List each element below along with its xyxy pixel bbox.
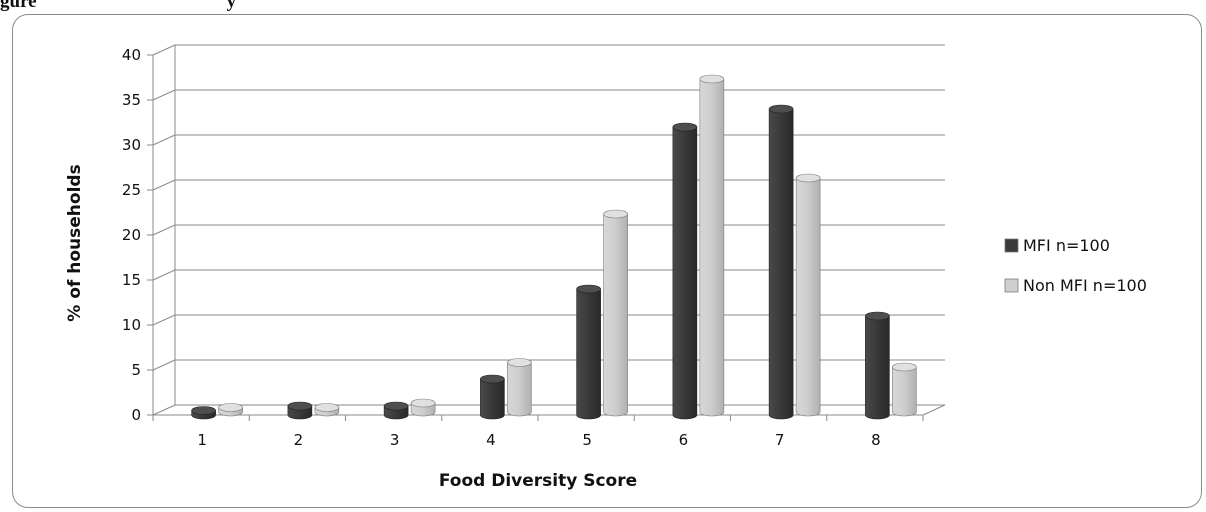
gridline-side [152,89,176,101]
bar-top [383,401,409,411]
axes [147,54,924,421]
gridline-side [152,179,176,191]
x-tick-label: 2 [294,431,304,449]
bar-top [218,403,243,412]
y-tick-label: 15 [122,271,141,289]
bar-top [287,401,313,411]
bar-top [603,209,628,219]
bar-non-mfi [507,358,532,417]
legend-swatch [1004,238,1019,253]
x-tick-label: 4 [486,431,496,449]
y-tick-labels: 0 5 10 15 20 25 30 35 40 [122,46,141,424]
bar-body [699,78,725,417]
x-tick-labels: 1 2 3 4 5 6 7 8 [197,431,880,449]
bar-top [768,104,794,114]
bar-body [480,378,505,420]
floor-edge [922,404,946,416]
x-tick-label: 3 [390,431,400,449]
gridline-side [152,269,176,281]
y-tick-label: 35 [122,91,141,109]
bar-body [768,108,794,420]
bar-mfi [191,406,216,420]
bar-non-mfi [603,209,628,417]
bar-top [507,358,532,367]
bar-mfi [865,311,890,420]
x-tick-label: 6 [679,431,689,449]
legend-label: MFI n=100 [1023,236,1110,255]
bar-non-mfi [795,173,821,417]
bar-mfi [672,122,698,420]
bar-body [892,366,917,417]
y-tick-label: 30 [122,136,141,154]
bar-top [672,122,698,132]
y-tick-label: 0 [131,406,141,424]
bar-mfi [768,104,794,420]
y-tick-label: 5 [131,361,141,379]
legend-label: Non MFI n=100 [1023,276,1147,295]
gridline-side [152,44,176,56]
gridline-side [152,224,176,236]
bar-non-mfi [314,403,340,417]
gridline-side [152,359,176,371]
bar-top [892,362,917,372]
x-tick-label: 8 [871,431,881,449]
bar-body [672,126,698,420]
x-tick-label: 7 [775,431,785,449]
x-tick-label: 1 [197,431,207,449]
bar-body [603,213,628,417]
bar-top [865,311,890,321]
gridline-side [152,404,176,416]
bar-body [507,362,532,417]
bar-non-mfi [699,74,725,417]
bar-mfi [383,401,409,420]
bar-mfi [287,401,313,420]
bars [191,74,917,420]
bar-top [314,403,340,412]
bar-body [576,288,601,420]
y-axis-title: % of households [65,164,85,321]
gridlines [152,44,946,416]
bar-top [576,284,601,294]
legend-swatch [1004,278,1019,293]
bar-top [699,74,725,84]
bar-mfi [480,374,505,420]
bar-body [865,315,890,420]
y-tick-label: 25 [122,181,141,199]
x-tick-label: 5 [582,431,592,449]
y-tick-label: 20 [122,226,141,244]
gridline-side [152,134,176,146]
bar-non-mfi [410,398,436,417]
bar-non-mfi [218,403,243,417]
legend: MFI n=100 Non MFI n=100 [1004,236,1147,295]
chart-frame [12,14,1202,508]
bar-top [410,398,436,408]
bar-mfi [576,284,601,420]
bar-top [191,406,216,415]
bar-body [795,177,821,417]
x-axis-title: Food Diversity Score [439,471,637,491]
page-title: gure y [0,0,237,12]
bar-top [795,173,821,183]
bar-non-mfi [892,362,917,417]
bar-top [480,374,505,384]
y-tick-label: 10 [122,316,141,334]
y-tick-label: 40 [122,46,141,64]
gridline-side [152,314,176,326]
